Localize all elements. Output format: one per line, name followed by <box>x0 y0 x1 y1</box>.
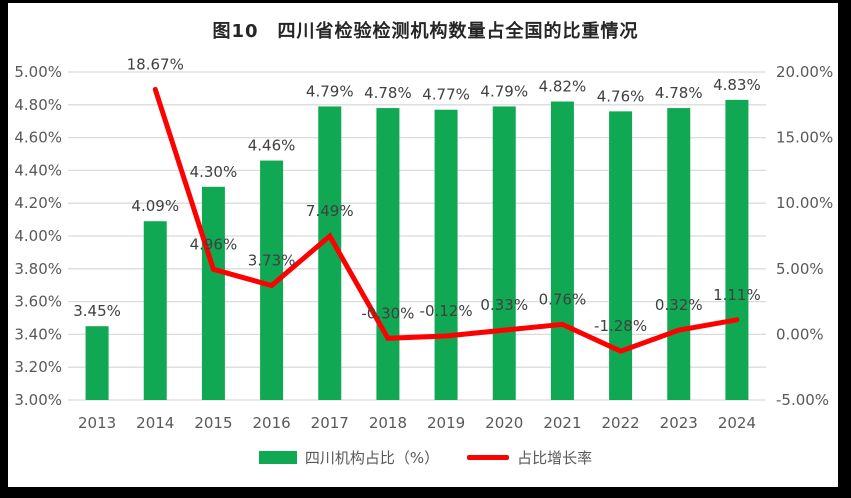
photo-frame-top-edge <box>0 0 851 3</box>
bar-label-2022: 4.76% <box>597 87 645 105</box>
growth-rate-line <box>152 86 740 354</box>
line-label-2018: -0.30% <box>361 304 414 322</box>
left-axis-tick: 3.20% <box>14 358 62 376</box>
line-label-2016: 3.73% <box>248 251 296 269</box>
left-axis-tick: 3.40% <box>14 325 62 343</box>
line-label-2023: 0.32% <box>655 296 703 314</box>
photo-frame-right-edge <box>838 0 851 498</box>
photo-frame-bottom-edge <box>0 487 851 498</box>
x-axis-label-2022: 2022 <box>601 414 639 432</box>
line-label-2019: -0.12% <box>420 302 473 320</box>
left-axis-tick: 4.00% <box>14 227 62 245</box>
legend-label-bar-series: 四川机构占比（%） <box>304 449 440 467</box>
bar-label-2024: 4.83% <box>713 76 761 94</box>
right-axis-tick: 15.00% <box>776 129 833 147</box>
bar-label-2018: 4.78% <box>364 84 412 102</box>
x-axis-label-2016: 2016 <box>252 414 290 432</box>
left-axis-tick: 4.80% <box>14 96 62 114</box>
x-axis-label-2019: 2019 <box>427 414 465 432</box>
x-axis-label-2015: 2015 <box>194 414 232 432</box>
photo-frame-left-edge <box>0 0 8 498</box>
legend-label-line-series: 占比增长率 <box>517 449 593 467</box>
bar-2013 <box>85 326 109 400</box>
bar-label-2014: 4.09% <box>131 197 179 215</box>
line-series-swatch-icon <box>467 455 510 460</box>
legend-item-line-series: 占比增长率 <box>467 447 592 468</box>
bar-2021 <box>550 101 574 401</box>
left-axis-tick: 4.60% <box>14 129 62 147</box>
line-label-2024: 1.11% <box>713 286 761 304</box>
x-axis-label-2013: 2013 <box>78 414 116 432</box>
right-axis-tick: 5.00% <box>776 260 824 278</box>
x-axis-label-2017: 2017 <box>311 414 349 432</box>
bar-2018 <box>376 108 400 400</box>
line-label-2022: -1.28% <box>594 317 647 335</box>
line-label-2015: 4.96% <box>190 235 238 253</box>
bar-2023 <box>667 108 691 400</box>
bar-2017 <box>318 106 342 400</box>
x-axis-label-2018: 2018 <box>369 414 407 432</box>
x-axis-label-2021: 2021 <box>543 414 581 432</box>
x-axis-label-2014: 2014 <box>136 414 174 432</box>
right-axis-tick: -5.00% <box>776 391 829 409</box>
right-axis-tick: 0.00% <box>776 325 824 343</box>
left-axis-tick: 3.00% <box>14 391 62 409</box>
bar-2020 <box>492 106 516 400</box>
bar-label-2020: 4.79% <box>480 82 528 100</box>
bar-label-2019: 4.77% <box>422 86 470 104</box>
bar-label-2015: 4.30% <box>190 163 238 181</box>
right-axis-tick: 10.00% <box>776 194 833 212</box>
left-axis-tick: 4.40% <box>14 161 62 179</box>
bar-label-2016: 4.46% <box>248 137 296 155</box>
right-axis-tick: 20.00% <box>776 63 833 81</box>
bar-2024 <box>725 99 749 400</box>
legend-item-bar-series: 四川机构占比（%） <box>258 447 440 468</box>
bar-label-2023: 4.78% <box>655 84 703 102</box>
bar-2016 <box>260 160 284 400</box>
x-axis-label-2023: 2023 <box>660 414 698 432</box>
line-label-2017: 7.49% <box>306 202 354 220</box>
bar-2015 <box>201 186 225 400</box>
bar-series-swatch-icon <box>258 451 297 464</box>
left-axis-tick: 3.80% <box>14 260 62 278</box>
bar-2014 <box>143 221 167 400</box>
line-label-2014: 18.67% <box>127 55 184 73</box>
x-axis-label-2020: 2020 <box>485 414 523 432</box>
line-label-2021: 0.76% <box>539 290 587 308</box>
left-axis-tick: 5.00% <box>14 63 62 81</box>
left-axis-tick: 4.20% <box>14 194 62 212</box>
line-label-2020: 0.33% <box>480 296 528 314</box>
bar-2022 <box>609 111 633 401</box>
x-axis-label-2024: 2024 <box>718 414 756 432</box>
bar-label-2013: 3.45% <box>73 302 121 320</box>
chart-legend: 四川机构占比（%） 占比增长率 <box>0 447 851 468</box>
bar-2019 <box>434 109 458 400</box>
bar-label-2021: 4.82% <box>539 78 587 96</box>
bar-label-2017: 4.79% <box>306 82 354 100</box>
chart-title: 图10 四川省检验检测机构数量占全国的比重情况 <box>212 21 639 42</box>
left-axis-tick: 3.60% <box>14 293 62 311</box>
